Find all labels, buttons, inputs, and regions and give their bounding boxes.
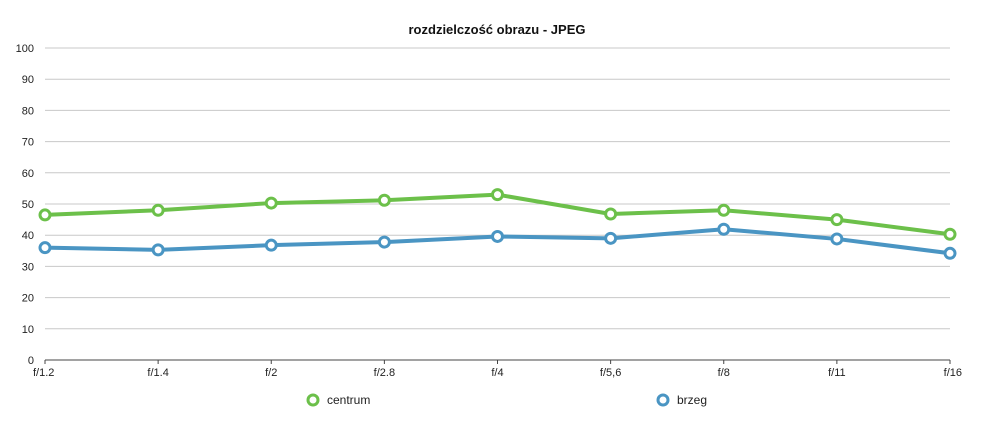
data-point-brzeg (943, 246, 957, 260)
x-tick-label: f/1.4 (147, 367, 168, 379)
data-point-brzeg (604, 231, 618, 245)
y-tick-label: 40 (22, 230, 34, 242)
data-point-centrum (943, 227, 957, 241)
data-point-centrum (491, 188, 504, 202)
data-point-brzeg (491, 229, 504, 243)
x-tick-label: f/2.8 (374, 367, 395, 379)
legend: centrum brzeg (306, 393, 707, 407)
y-tick-label: 90 (22, 74, 34, 86)
series-group (38, 188, 957, 260)
y-axis-ticks: 0 10 20 30 40 50 60 70 80 90 100 (16, 43, 34, 367)
legend-marker-centrum (306, 393, 320, 407)
data-point-brzeg (264, 238, 278, 252)
y-tick-label: 0 (28, 355, 34, 367)
x-tick-label: f/1.2 (33, 367, 54, 379)
y-tick-label: 20 (22, 293, 34, 305)
data-point-centrum (264, 196, 278, 210)
x-tick-label: f/4 (491, 367, 503, 379)
data-point-centrum (604, 207, 618, 221)
data-point-centrum (830, 213, 844, 227)
x-tick-label: f/16 (944, 367, 962, 379)
data-point-brzeg (38, 241, 52, 255)
data-point-brzeg (717, 222, 731, 236)
legend-label-brzeg: brzeg (677, 393, 707, 407)
y-tick-label: 70 (22, 137, 34, 149)
x-axis-ticks: f/1.2 f/1.4 f/2 f/2.8 f/4 f/5,6 f/8 f/11 f/16 (33, 360, 962, 379)
y-tick-label: 10 (22, 324, 34, 336)
legend-label-centrum: centrum (327, 393, 370, 407)
gridlines (45, 47, 950, 330)
data-point-brzeg (151, 243, 165, 257)
x-tick-label: f/5,6 (600, 367, 621, 379)
data-point-brzeg (377, 235, 391, 249)
data-point-centrum (377, 193, 391, 207)
data-point-centrum (38, 208, 52, 222)
y-tick-label: 100 (16, 43, 34, 55)
x-tick-label: f/2 (265, 367, 277, 379)
chart-title: rozdzielczość obrazu - JPEG (409, 22, 586, 37)
legend-marker-brzeg (656, 393, 670, 407)
data-point-brzeg (830, 232, 844, 246)
data-point-centrum (151, 203, 165, 217)
y-tick-label: 80 (22, 105, 34, 117)
y-tick-label: 50 (22, 199, 34, 211)
y-tick-label: 60 (22, 168, 34, 180)
y-tick-label: 30 (22, 261, 34, 273)
x-tick-label: f/8 (718, 367, 730, 379)
x-tick-label: f/11 (828, 367, 846, 379)
data-point-centrum (717, 203, 731, 217)
